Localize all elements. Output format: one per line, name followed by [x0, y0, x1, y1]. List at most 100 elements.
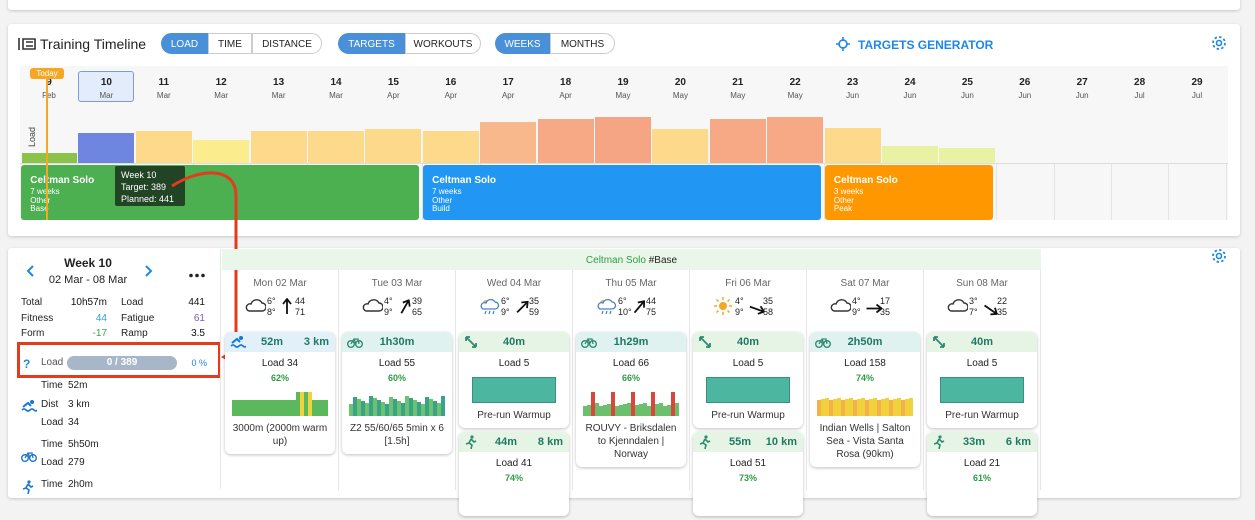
graph-segment	[889, 400, 893, 416]
workout-column: 52m 3 km Load 34 62% 3000m (2000m warm up)	[222, 332, 338, 458]
week-number[interactable]: 10	[100, 77, 112, 88]
icon-part	[516, 300, 529, 314]
week-number[interactable]: 11	[158, 77, 170, 88]
week-number[interactable]: 17	[502, 77, 514, 88]
week-number[interactable]: 12	[215, 77, 227, 88]
workout-icon	[581, 335, 597, 356]
wind-arrow	[743, 300, 766, 317]
selected-week[interactable]	[78, 71, 135, 102]
workout-card[interactable]: 33m 6 km Load 21 61%	[927, 432, 1037, 516]
graph-block	[472, 377, 556, 403]
week-number[interactable]: 22	[789, 77, 801, 88]
week-month: May	[787, 91, 803, 100]
calendar-settings[interactable]	[1211, 248, 1227, 269]
stat-value: -17	[92, 328, 107, 339]
graph-segment	[655, 404, 659, 416]
graph-segment	[417, 402, 421, 416]
icon-part	[933, 438, 945, 450]
week-number[interactable]: 28	[1134, 77, 1146, 88]
graph-segment	[288, 400, 292, 416]
icon	[516, 300, 529, 314]
workout-column: 40m Load 5 Pre-run Warmup 55m 10 km Load 51 73…	[690, 332, 806, 520]
icon-part	[245, 299, 267, 312]
help-icon[interactable]: ?	[23, 357, 31, 371]
sport-stat-value: 5h50m	[68, 438, 99, 450]
icon-part	[21, 408, 38, 412]
graph-segment	[591, 392, 595, 416]
week-number[interactable]: 19	[617, 77, 629, 88]
workout-card[interactable]: 44m 8 km Load 41 74%	[459, 432, 569, 516]
workout-card[interactable]: 40m Load 5 Pre-run Warmup	[693, 332, 803, 428]
week-number[interactable]: 14	[330, 77, 342, 88]
workout-load: Load 41	[495, 458, 533, 469]
workout-icon	[230, 335, 247, 356]
workout-load: Load 158	[844, 358, 886, 369]
week-number[interactable]: 23	[847, 77, 859, 88]
week-month: May	[730, 91, 746, 100]
workout-header: 40m	[459, 332, 569, 352]
week-number[interactable]: 9	[46, 77, 52, 88]
wind-speed: 59	[529, 307, 540, 317]
next-week[interactable]	[143, 264, 153, 282]
weather-icon	[244, 297, 267, 318]
icon	[983, 304, 998, 316]
week-number[interactable]: 25	[961, 77, 973, 88]
sport-stat-label: Dist	[41, 398, 59, 410]
workout-icon	[815, 335, 831, 356]
icon-part	[581, 339, 589, 348]
workout-card[interactable]: 55m 10 km Load 51 73%	[693, 432, 803, 516]
workout-header: 33m 6 km	[927, 432, 1037, 452]
graph-segment	[369, 396, 373, 416]
graph-segment	[373, 398, 377, 416]
sport-icon	[21, 399, 38, 418]
temperature: 7°	[969, 307, 978, 317]
week-number[interactable]: 13	[273, 77, 285, 88]
workout-card[interactable]: 40m Load 5 Pre-run Warmup	[459, 332, 569, 428]
block-detail: 3 weeks	[833, 187, 864, 196]
day-label: Thu 05 Mar	[605, 278, 657, 289]
icon	[933, 435, 945, 450]
graph-segment	[603, 405, 607, 416]
workout-card[interactable]: 40m Load 5 Pre-run Warmup	[927, 332, 1037, 428]
wind-speed: 44	[295, 296, 306, 306]
week-number[interactable]: 29	[1191, 77, 1203, 88]
icon-part	[195, 273, 199, 278]
toggle-button[interactable]: WORKOUTS	[405, 33, 481, 54]
toggle-button[interactable]: MONTHS	[550, 33, 615, 54]
graph-segment	[821, 399, 825, 416]
workout-card[interactable]: 2h50m Load 158 74% Indian Wells | Salton Se…	[810, 332, 920, 467]
icon-part	[633, 300, 646, 314]
week-number[interactable]: 21	[732, 77, 744, 88]
toggle-button[interactable]: LOAD	[161, 33, 208, 54]
wind-speed: 65	[412, 307, 423, 317]
prev-week[interactable]	[26, 264, 36, 282]
load-bar	[939, 148, 996, 163]
week-number[interactable]: 24	[904, 77, 916, 88]
workout-icon	[932, 435, 946, 456]
toggle-button[interactable]: TIME	[208, 33, 252, 54]
toggle-button[interactable]: TARGETS	[338, 33, 405, 54]
week-number[interactable]: 15	[387, 77, 399, 88]
week-number[interactable]: 26	[1019, 77, 1031, 88]
training-block[interactable]	[423, 165, 821, 220]
more-menu[interactable]	[189, 265, 205, 283]
training-block[interactable]	[824, 165, 994, 220]
graph-segment	[897, 398, 901, 416]
workout-card[interactable]: 1h30m Load 55 60% Z2 55/60/65 5min x 6 [1.5…	[342, 332, 452, 454]
load-bar	[480, 122, 537, 163]
wind-speed: 44	[646, 296, 657, 306]
graph-segment	[320, 400, 324, 416]
week-number[interactable]: 27	[1076, 77, 1088, 88]
toggle-button[interactable]: WEEKS	[495, 33, 550, 54]
week-number[interactable]: 20	[674, 77, 686, 88]
workout-card[interactable]: 52m 3 km Load 34 62% 3000m (2000m warm up)	[225, 332, 335, 454]
settings-icon[interactable]	[1211, 35, 1227, 56]
icon-part	[601, 310, 612, 315]
targets-generator[interactable]: TARGETS GENERATOR	[858, 38, 994, 52]
week-number[interactable]: 18	[560, 77, 572, 88]
graph-segment	[256, 400, 260, 416]
workout-card[interactable]: 1h29m Load 66 66% ROUVY - Briksdalen to Kje…	[576, 332, 686, 467]
toggle-button[interactable]: DISTANCE	[252, 33, 322, 54]
week-number[interactable]: 16	[445, 77, 457, 88]
workout-column: 1h29m Load 66 66% ROUVY - Briksdalen to Kje…	[573, 332, 689, 471]
